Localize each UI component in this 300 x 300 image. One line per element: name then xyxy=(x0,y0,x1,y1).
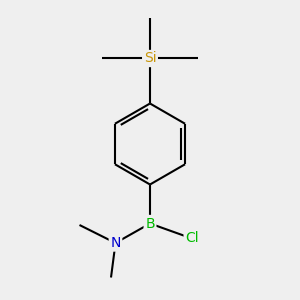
Text: Cl: Cl xyxy=(185,232,199,245)
Text: Si: Si xyxy=(144,52,156,65)
Text: B: B xyxy=(145,217,155,230)
Text: N: N xyxy=(110,236,121,250)
